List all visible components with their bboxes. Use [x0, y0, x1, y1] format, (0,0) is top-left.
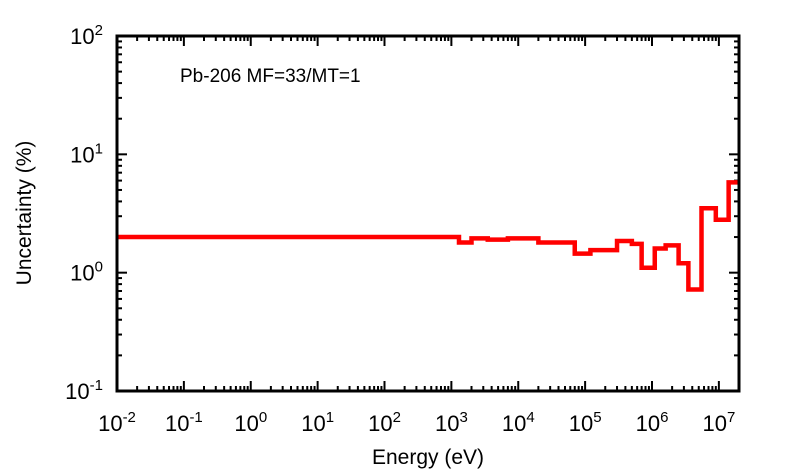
tick-exponent: 5	[593, 409, 601, 426]
tick-exponent: -1	[90, 377, 103, 394]
tick-exponent: 0	[259, 409, 267, 426]
tick-base: 10	[502, 411, 526, 436]
tick-exponent: 0	[95, 259, 103, 276]
y-tick-label: 102	[70, 22, 103, 49]
y-tick-label: 10-1	[65, 377, 103, 404]
tick-base: 10	[368, 411, 392, 436]
tick-base: 10	[301, 411, 325, 436]
x-tick-label: 101	[301, 409, 334, 436]
tick-base: 10	[98, 411, 122, 436]
tick-base: 10	[70, 142, 94, 167]
tick-base: 10	[636, 411, 660, 436]
y-tick-label: 101	[70, 140, 103, 167]
tick-base: 10	[70, 24, 94, 49]
x-tick-label: 106	[636, 409, 669, 436]
x-tick-label: 107	[702, 409, 735, 436]
tick-base: 10	[569, 411, 593, 436]
y-tick-label: 100	[70, 259, 103, 286]
tick-base: 10	[435, 411, 459, 436]
y-axis-label: Uncertainty (%)	[13, 141, 36, 286]
x-tick-label: 105	[569, 409, 602, 436]
tick-exponent: 1	[326, 409, 334, 426]
ticks-layer	[116, 35, 740, 392]
tick-base: 10	[70, 261, 94, 286]
x-tick-label: 100	[234, 409, 267, 436]
tick-base: 10	[702, 411, 726, 436]
x-tick-label: 10-2	[98, 409, 136, 436]
uncertainty-series-line	[117, 180, 739, 292]
tick-exponent: 2	[393, 409, 401, 426]
tick-exponent: 2	[95, 22, 103, 39]
x-tick-labels: 10-2 10-1 100 101 102 103 104 105 106 107	[98, 409, 735, 436]
x-tick-label: 102	[368, 409, 401, 436]
x-tick-label: 104	[502, 409, 535, 436]
x-axis-label: Energy (eV)	[372, 446, 484, 469]
series-layer	[117, 180, 739, 292]
x-tick-label: 10-1	[165, 409, 203, 436]
x-tick-label: 103	[435, 409, 468, 436]
tick-exponent: 1	[95, 140, 103, 157]
tick-exponent: 7	[727, 409, 735, 426]
plot-frame	[115, 34, 741, 393]
tick-exponent: 6	[660, 409, 668, 426]
tick-exponent: -1	[189, 409, 202, 426]
tick-base: 10	[65, 379, 89, 404]
tick-exponent: -2	[123, 409, 136, 426]
chart-annotation: Pb-206 MF=33/MT=1	[180, 66, 361, 87]
tick-exponent: 4	[526, 409, 534, 426]
tick-base: 10	[165, 411, 189, 436]
tick-exponent: 3	[459, 409, 467, 426]
tick-base: 10	[234, 411, 258, 436]
